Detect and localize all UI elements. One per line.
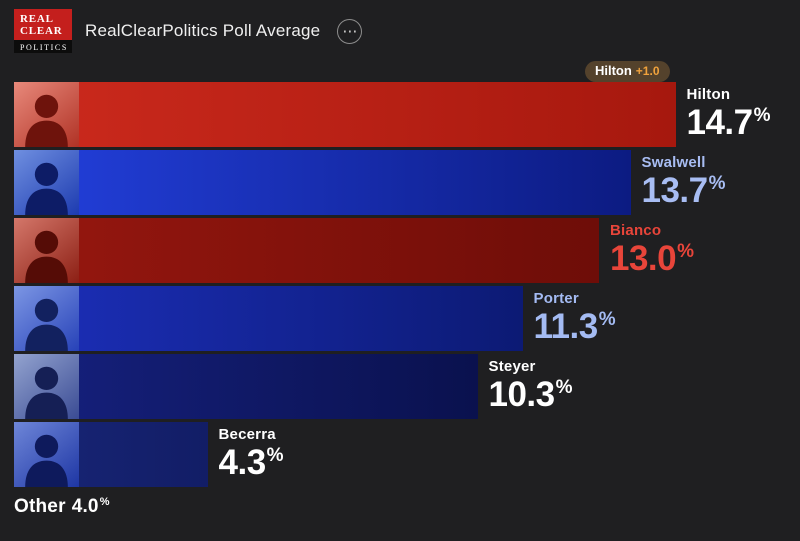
bar-label: Hilton 14.7% bbox=[687, 82, 771, 147]
candidate-photo bbox=[14, 422, 79, 487]
bar-label: Porter 11.3% bbox=[534, 286, 616, 351]
person-silhouette-icon bbox=[25, 298, 68, 351]
candidate-value: 10.3% bbox=[488, 375, 573, 414]
candidate-value: 13.7% bbox=[641, 171, 726, 210]
bar-label: Steyer 10.3% bbox=[489, 354, 573, 419]
poll-bar bbox=[14, 286, 523, 351]
bar-label: Swalwell 13.7% bbox=[642, 150, 726, 215]
poll-bar bbox=[14, 218, 599, 283]
person-silhouette-icon bbox=[25, 162, 68, 215]
bar-label: Becerra 4.3% bbox=[219, 422, 284, 487]
bar-row-becerra: Becerra 4.3% bbox=[14, 422, 800, 487]
candidate-photo bbox=[14, 150, 79, 215]
bar-row-bianco: Bianco 13.0% bbox=[14, 218, 800, 283]
logo-line3: POLITICS bbox=[20, 43, 68, 53]
candidate-name: Steyer bbox=[488, 358, 536, 375]
poll-bar bbox=[14, 150, 631, 215]
candidate-value: 14.7% bbox=[686, 103, 771, 142]
candidate-value: 4.3% bbox=[218, 443, 284, 482]
person-silhouette-icon bbox=[25, 434, 68, 487]
percent-sign: % bbox=[708, 173, 726, 194]
percent-sign: % bbox=[598, 309, 616, 330]
page-title: RealClearPolitics Poll Average bbox=[85, 21, 321, 40]
candidate-photo bbox=[14, 218, 79, 283]
person-silhouette-icon bbox=[25, 230, 68, 283]
ellipsis-icon: ⋯ bbox=[342, 22, 358, 40]
logo-top: REAL CLEAR bbox=[14, 9, 72, 41]
more-options-button[interactable]: ⋯ bbox=[337, 18, 363, 44]
poll-bar-chart: Hilton +1.0 Hilton 14.7% Swalwell 13.7% bbox=[14, 61, 800, 487]
candidate-value: 11.3% bbox=[533, 307, 616, 346]
leader-badge: Hilton +1.0 bbox=[584, 61, 670, 83]
percent-sign: % bbox=[753, 105, 771, 126]
bar-row-swalwell: Swalwell 13.7% bbox=[14, 150, 800, 215]
candidate-name: Hilton bbox=[686, 86, 731, 103]
poll-bar bbox=[14, 354, 478, 419]
leader-delta: +1.0 bbox=[635, 64, 660, 78]
other-value: 4.0 bbox=[71, 496, 99, 517]
poll-bar bbox=[14, 422, 208, 487]
person-silhouette-icon bbox=[25, 366, 68, 419]
candidate-name: Swalwell bbox=[641, 154, 706, 171]
bar-label: Bianco 13.0% bbox=[610, 218, 694, 283]
percent-sign: % bbox=[555, 377, 573, 398]
candidate-photo bbox=[14, 82, 79, 147]
poll-bar: Hilton +1.0 bbox=[14, 61, 676, 147]
candidate-photo bbox=[14, 286, 79, 351]
percent-sign: % bbox=[677, 241, 695, 262]
bar-row-steyer: Steyer 10.3% bbox=[14, 354, 800, 419]
bar-row-porter: Porter 11.3% bbox=[14, 286, 800, 351]
bar-row-hilton: Hilton +1.0 Hilton 14.7% bbox=[14, 61, 800, 147]
candidate-name: Porter bbox=[533, 290, 579, 307]
candidate-value: 13.0% bbox=[610, 239, 695, 278]
candidate-photo bbox=[14, 354, 79, 419]
candidate-name: Bianco bbox=[610, 222, 662, 239]
other-total: Other 4.0% bbox=[14, 496, 800, 518]
logo-line1: REAL bbox=[20, 13, 54, 25]
header: REAL CLEAR POLITICS RealClearPolitics Po… bbox=[0, 0, 800, 54]
percent-sign: % bbox=[99, 496, 110, 508]
logo-line2: CLEAR bbox=[20, 25, 63, 38]
other-label: Other bbox=[14, 496, 66, 517]
percent-sign: % bbox=[266, 445, 284, 466]
candidate-name: Becerra bbox=[218, 426, 276, 443]
realclearpolitics-logo[interactable]: REAL CLEAR POLITICS bbox=[14, 9, 72, 53]
person-silhouette-icon bbox=[25, 94, 68, 147]
leader-name: Hilton bbox=[594, 63, 632, 78]
